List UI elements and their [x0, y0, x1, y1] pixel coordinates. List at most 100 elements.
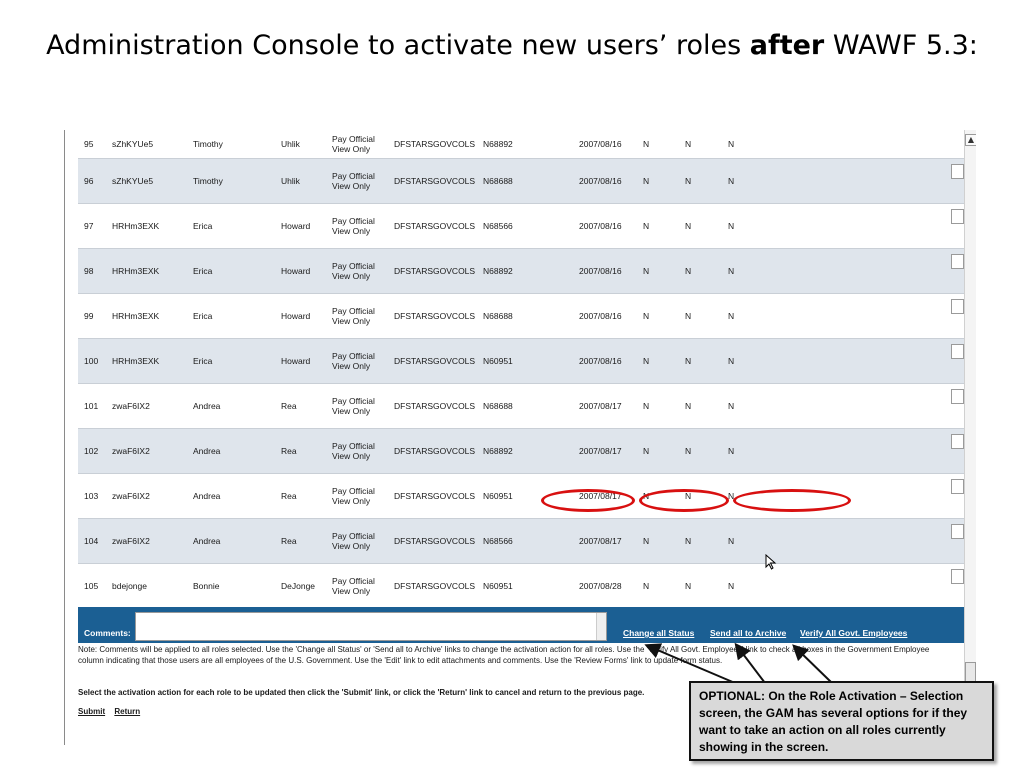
organization-cell: DFSTARSGOVCOLS [394, 176, 476, 186]
last-name-cell: Rea [281, 401, 297, 411]
request-date-cell: 2007/08/16 [579, 266, 622, 276]
flag-1-cell: N [643, 311, 650, 321]
verify-all-govt-employees-link[interactable]: Verify All Govt. Employees [800, 628, 908, 638]
organization-cell: DFSTARSGOVCOLS [394, 266, 476, 276]
flag-2-cell: N [685, 446, 692, 456]
flag-2-cell: N [685, 401, 692, 411]
role-activation-table: 95 sZhKYUe5 Timothy Uhlik DFSTARSGOVCOLS N688… [78, 130, 964, 608]
organization-cell: DFSTARSGOVCOLS [394, 446, 476, 456]
instruction-text: Select the activation action for each ro… [78, 688, 645, 697]
role-line-2: View Only [332, 316, 371, 326]
row-number-cell: 96 [84, 176, 94, 186]
role-line-2: View Only [332, 586, 371, 596]
request-date-cell: 2007/08/16 [579, 139, 622, 149]
flag-2-cell: N [685, 139, 692, 149]
row-number-cell: 99 [84, 311, 94, 321]
row-checkbox[interactable] [951, 209, 964, 224]
row-checkbox[interactable] [951, 524, 964, 539]
row-checkbox[interactable] [951, 434, 964, 449]
role-cell: Pay Official View Only [332, 396, 375, 416]
row-number-cell: 101 [84, 401, 99, 411]
role-line-1: Pay Official [332, 396, 375, 406]
last-name-cell: Howard [281, 266, 311, 276]
submit-link[interactable]: Submit [78, 707, 106, 716]
role-line-2: View Only [332, 541, 371, 551]
user-id-cell: bdejonge [112, 581, 147, 591]
role-cell: Pay Official View Only [332, 306, 375, 326]
last-name-cell: Howard [281, 356, 311, 366]
flag-3-cell: N [728, 311, 735, 321]
vertical-scrollbar[interactable] [964, 130, 976, 684]
first-name-cell: Andrea [193, 401, 221, 411]
first-name-cell: Timothy [193, 139, 223, 149]
table-row: 105 bdejonge Bonnie DeJonge DFSTARSGOVCOLS N6… [78, 563, 964, 608]
role-cell: Pay Official View Only [332, 216, 375, 236]
admin-console-screenshot: 95 sZhKYUe5 Timothy Uhlik DFSTARSGOVCOLS N688… [64, 130, 976, 745]
role-line-1: Pay Official [332, 351, 375, 361]
comments-scrollbar[interactable] [596, 613, 606, 640]
last-name-cell: Howard [281, 221, 311, 231]
request-date-cell: 2007/08/16 [579, 221, 622, 231]
last-name-cell: Rea [281, 536, 297, 546]
role-line-1: Pay Official [332, 134, 375, 144]
row-checkbox[interactable] [951, 299, 964, 314]
comments-bar: Comments: Change all Status Send all to … [78, 607, 964, 643]
return-link[interactable]: Return [114, 707, 141, 716]
flag-3-cell: N [728, 446, 735, 456]
row-number-cell: 103 [84, 491, 99, 501]
highlight-oval-verify-all-govt [733, 489, 851, 512]
comments-input[interactable] [135, 612, 607, 641]
user-id-cell: zwaF6IX2 [112, 446, 150, 456]
request-date-cell: 2007/08/16 [579, 176, 622, 186]
role-line-2: View Only [332, 406, 371, 416]
row-checkbox[interactable] [951, 479, 964, 494]
send-all-to-archive-link[interactable]: Send all to Archive [710, 628, 787, 638]
request-date-cell: 2007/08/17 [579, 446, 622, 456]
user-id-cell: zwaF6IX2 [112, 401, 150, 411]
row-checkbox[interactable] [951, 569, 964, 584]
flag-2-cell: N [685, 581, 692, 591]
last-name-cell: Uhlik [281, 139, 300, 149]
flag-1-cell: N [643, 536, 650, 546]
role-line-2: View Only [332, 496, 371, 506]
user-id-cell: sZhKYUe5 [112, 139, 154, 149]
organization-cell: DFSTARSGOVCOLS [394, 401, 476, 411]
role-line-1: Pay Official [332, 576, 375, 586]
flag-1-cell: N [643, 356, 650, 366]
organization-cell: DFSTARSGOVCOLS [394, 221, 476, 231]
row-checkbox[interactable] [951, 344, 964, 359]
row-number-cell: 102 [84, 446, 99, 456]
first-name-cell: Erica [193, 356, 213, 366]
request-date-cell: 2007/08/16 [579, 311, 622, 321]
role-line-2: View Only [332, 451, 371, 461]
scroll-up-arrow-icon[interactable]: ▲ [965, 134, 976, 146]
row-number-cell: 105 [84, 581, 99, 591]
organization-cell: DFSTARSGOVCOLS [394, 139, 476, 149]
role-line-1: Pay Official [332, 441, 375, 451]
row-checkbox[interactable] [951, 164, 964, 179]
role-cell: Pay Official View Only [332, 261, 375, 281]
flag-3-cell: N [728, 491, 735, 501]
frame-left-border [64, 130, 65, 745]
first-name-cell: Erica [193, 221, 213, 231]
mouse-pointer-icon [765, 554, 777, 570]
role-cell: Pay Official View Only [332, 441, 375, 461]
change-all-status-link[interactable]: Change all Status [623, 628, 695, 638]
table-row: 95 sZhKYUe5 Timothy Uhlik DFSTARSGOVCOLS N688… [78, 130, 964, 158]
first-name-cell: Andrea [193, 536, 221, 546]
table-row: 100 HRHm3EXK Erica Howard DFSTARSGOVCOLS N609… [78, 338, 964, 383]
table-row: 102 zwaF6IX2 Andrea Rea DFSTARSGOVCOLS N68892… [78, 428, 964, 473]
user-id-cell: HRHm3EXK [112, 221, 160, 231]
row-checkbox[interactable] [951, 389, 964, 404]
role-cell: Pay Official View Only [332, 351, 375, 371]
flag-2-cell: N [685, 311, 692, 321]
flag-3-cell: N [728, 356, 735, 366]
last-name-cell: DeJonge [281, 581, 316, 591]
slide-title: Administration Console to activate new u… [46, 30, 978, 61]
row-number-cell: 98 [84, 266, 94, 276]
row-checkbox[interactable] [951, 254, 964, 269]
last-name-cell: Uhlik [281, 176, 300, 186]
optional-callout-box: OPTIONAL: On the Role Activation – Selec… [689, 681, 994, 761]
role-line-1: Pay Official [332, 486, 375, 496]
dodaac-cell: N68892 [483, 266, 513, 276]
